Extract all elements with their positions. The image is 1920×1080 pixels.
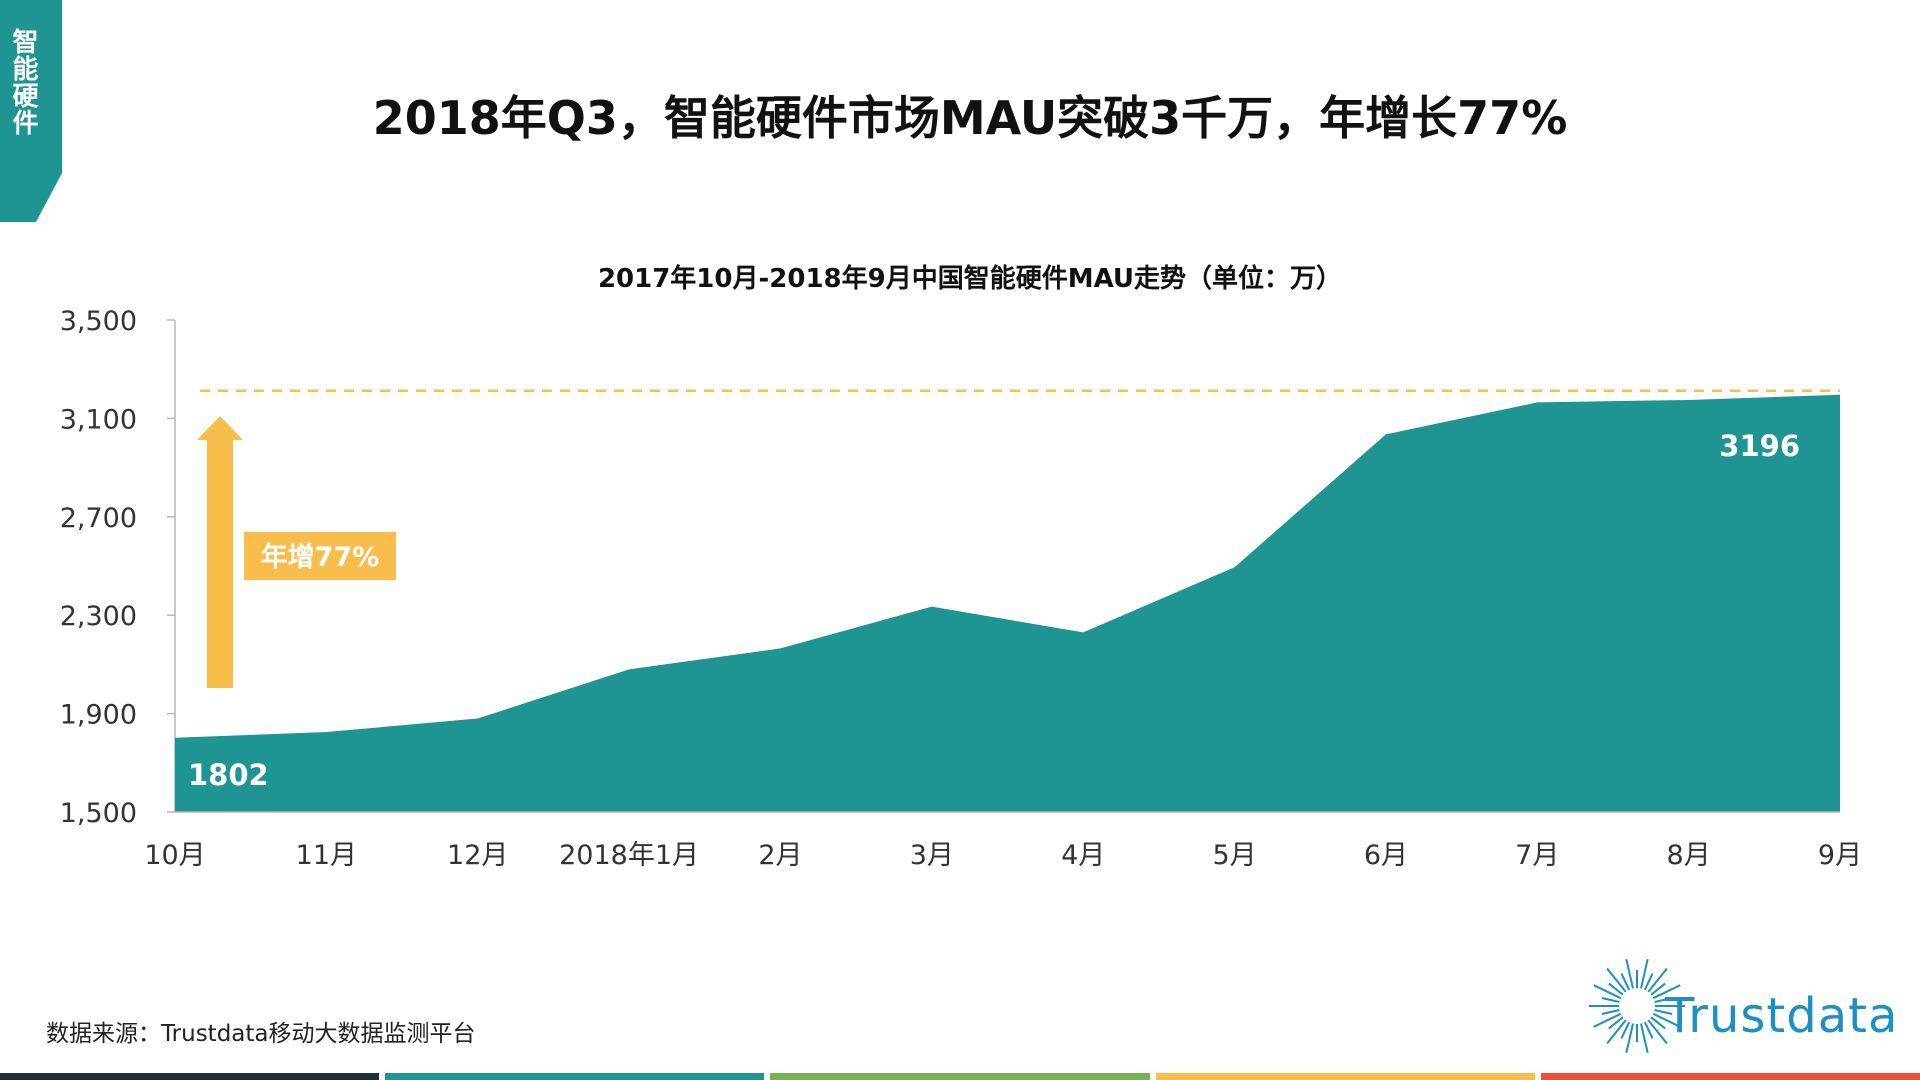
sunburst-ray — [1640, 958, 1649, 989]
sunburst-ray — [1601, 1009, 1620, 1015]
footer-segment — [0, 1073, 380, 1080]
trustdata-logo: Trustdata — [1585, 948, 1899, 1058]
x-tick-label: 6月 — [1364, 840, 1408, 871]
sunburst-ray — [1625, 1023, 1634, 1054]
x-tick-label: 2018年1月 — [559, 840, 699, 871]
page-title: 2018年Q3，智能硬件市场MAU突破3千万，年增长77% — [372, 91, 1568, 145]
sunburst-ray — [1620, 973, 1631, 991]
growth-arrow — [197, 416, 243, 688]
footer-segment — [1540, 1073, 1920, 1080]
y-tick-label: 2,700 — [60, 503, 137, 534]
sunburst-ray — [1647, 1019, 1668, 1045]
sunburst-ray — [1643, 1021, 1654, 1039]
logo-text: Trustdata — [1665, 988, 1899, 1044]
section-tab-label: 智能硬件 — [8, 28, 38, 136]
y-axis: 1,500 1,900 2,300 2,700 3,100 3,500 — [60, 306, 176, 829]
chart-title: 2017年10月-2018年9月中国智能硬件MAU走势（单位：万） — [597, 264, 1343, 294]
sunburst-ray — [1640, 1023, 1649, 1054]
x-tick-label: 9月 — [1818, 840, 1862, 871]
y-tick-label: 1,900 — [60, 700, 137, 731]
sunburst-ray — [1606, 1019, 1627, 1045]
section-tab: 智能硬件 — [0, 0, 62, 222]
y-tick-label: 3,500 — [60, 306, 137, 337]
x-tick-label: 7月 — [1515, 840, 1559, 871]
x-tick-label: 3月 — [910, 840, 954, 871]
footer-segment — [770, 1073, 1150, 1080]
y-tick-label: 2,300 — [60, 601, 137, 632]
sunburst-ray — [1608, 982, 1624, 996]
sunburst-ray — [1652, 1012, 1681, 1028]
sunburst-ray — [1652, 984, 1681, 1000]
sunburst-ray — [1601, 997, 1620, 1003]
x-tick-label: 5月 — [1212, 840, 1256, 871]
y-tick-label: 3,100 — [60, 404, 137, 435]
sunburst-ray — [1625, 958, 1634, 989]
sunburst-ray — [1654, 1009, 1673, 1015]
x-tick-label: 11月 — [296, 840, 357, 871]
sunburst-ray — [1593, 1012, 1622, 1028]
data-source: 数据来源：Trustdata移动大数据监测平台 — [46, 1021, 476, 1047]
growth-arrow-shaft — [207, 440, 233, 688]
sunburst-icon — [1589, 958, 1685, 1054]
sunburst-ray — [1608, 1016, 1624, 1030]
y-tick-label: 1,500 — [60, 798, 137, 829]
growth-annotation-box — [244, 532, 396, 580]
x-tick-label: 4月 — [1061, 840, 1105, 871]
footer-segment — [1155, 1073, 1535, 1080]
footer-segment — [385, 1073, 765, 1080]
data-label-first: 1802 — [188, 758, 269, 792]
sunburst-ray — [1647, 967, 1668, 993]
data-label-last: 3196 — [1719, 429, 1800, 463]
growth-arrow-head — [197, 416, 243, 440]
sunburst-ray — [1606, 967, 1627, 993]
sunburst-ray — [1654, 997, 1673, 1003]
sunburst-ray — [1650, 982, 1666, 996]
growth-annotation-label: 年增77% — [261, 541, 380, 573]
sunburst-ray — [1650, 1016, 1666, 1030]
x-axis: 10月 11月 12月 2018年1月 2月 3月 4月 5月 6月 7月 8月 9月 — [144, 811, 1862, 871]
x-tick-label: 8月 — [1667, 840, 1711, 871]
sunburst-ray — [1620, 1021, 1631, 1039]
area-series — [175, 394, 1840, 812]
sunburst-ray — [1643, 973, 1654, 991]
x-tick-label: 10月 — [144, 840, 205, 871]
x-tick-label: 12月 — [447, 840, 508, 871]
x-tick-label: 2月 — [758, 840, 802, 871]
footer-color-bar — [0, 1073, 1920, 1080]
sunburst-ray — [1593, 984, 1622, 1000]
